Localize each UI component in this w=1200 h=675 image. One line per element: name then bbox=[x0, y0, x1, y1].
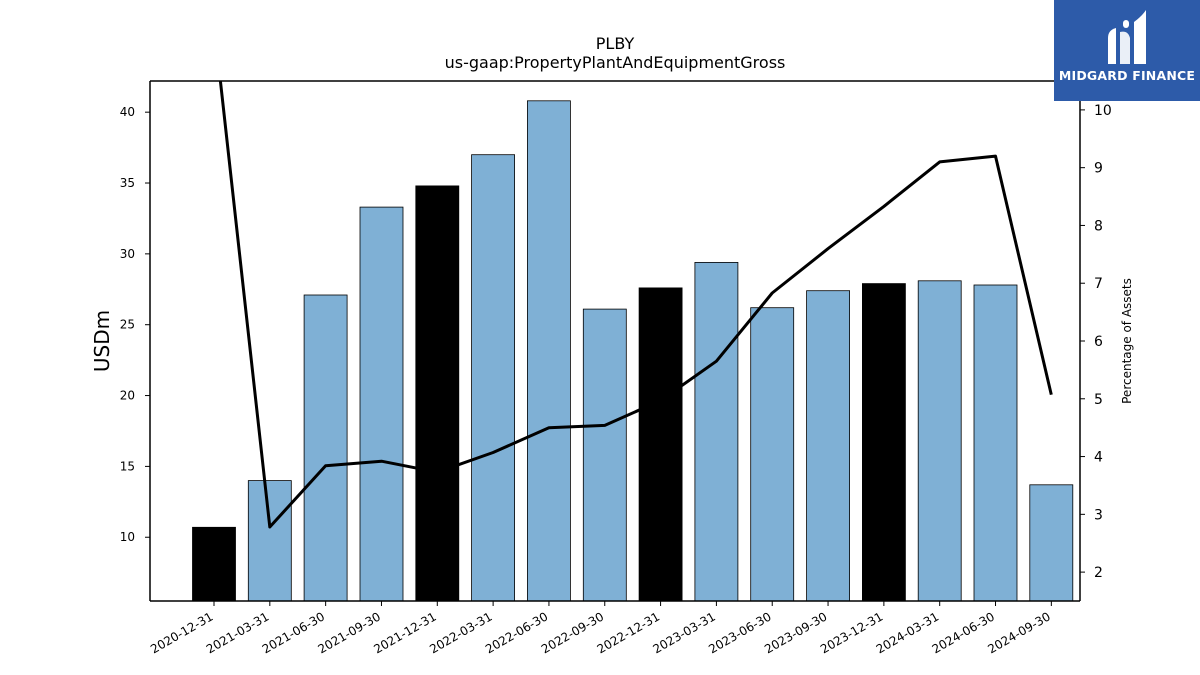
bar-2022-09-30 bbox=[582, 308, 627, 602]
x-tick-label: 2023-06-30 bbox=[706, 609, 773, 656]
bar-2024-03-31 bbox=[917, 280, 962, 602]
chart-title: PLBY bbox=[596, 34, 635, 53]
y-axis-label: USDm bbox=[90, 310, 114, 372]
bar-2021-06-30 bbox=[303, 294, 348, 602]
x-tick-label: 2023-03-31 bbox=[650, 609, 717, 656]
bar-2020-12-31 bbox=[192, 526, 236, 602]
bar-2022-06-30 bbox=[527, 100, 571, 602]
y2-tick-label: 10 bbox=[1094, 103, 1112, 119]
bar-2023-09-30 bbox=[806, 290, 850, 602]
x-tick-label: 2024-06-30 bbox=[930, 609, 997, 656]
bar-2024-06-30 bbox=[973, 284, 1018, 602]
y2-tick-label: 9 bbox=[1094, 161, 1103, 177]
x-tick-label: 2021-12-31 bbox=[371, 609, 438, 656]
bar-2022-03-31 bbox=[471, 154, 516, 602]
x-tick-label: 2022-09-30 bbox=[539, 609, 606, 656]
x-tick-label: 2021-03-31 bbox=[204, 609, 271, 656]
y2-tick-label: 8 bbox=[1094, 218, 1103, 234]
bars bbox=[192, 100, 1074, 602]
y-tick-label: 30 bbox=[120, 247, 135, 261]
x-tick-label: 2024-09-30 bbox=[985, 609, 1052, 656]
bar-2024-09-30 bbox=[1029, 484, 1074, 602]
x-tick-label: 2023-12-31 bbox=[818, 609, 885, 656]
y2-tick-label: 5 bbox=[1094, 392, 1103, 408]
x-tick-label: 2022-03-31 bbox=[427, 609, 494, 656]
y2-axis-label: Percentage of Assets bbox=[1120, 278, 1134, 404]
y2-tick-label: 2 bbox=[1094, 565, 1103, 581]
x-tick-label: 2022-06-30 bbox=[483, 609, 550, 656]
x-tick-label: 2023-09-30 bbox=[762, 609, 829, 656]
x-tick-label: 2024-03-31 bbox=[874, 609, 941, 656]
x-tick-label: 2020-12-31 bbox=[148, 609, 215, 656]
x-tick-label: 2021-09-30 bbox=[316, 609, 383, 656]
midgard-logo-icon bbox=[1108, 10, 1146, 65]
bar-2023-03-31 bbox=[694, 261, 739, 602]
bar-2021-09-30 bbox=[359, 206, 404, 602]
logo-text: MIDGARD FINANCE bbox=[1058, 68, 1196, 83]
percentage-line bbox=[218, 81, 1053, 529]
y-tick-label: 15 bbox=[120, 459, 135, 473]
midgard-finance-logo: MIDGARD FINANCE bbox=[1054, 0, 1200, 101]
y-tick-label: 20 bbox=[120, 389, 135, 403]
y2-tick-label: 7 bbox=[1094, 276, 1103, 292]
y2-tick-label: 4 bbox=[1094, 450, 1103, 466]
bar-2021-12-31 bbox=[415, 185, 460, 602]
y2-tick-label: 6 bbox=[1094, 334, 1103, 350]
x-tick-label: 2022-12-31 bbox=[595, 609, 662, 656]
chart-subtitle: us-gaap:PropertyPlantAndEquipmentGross bbox=[445, 53, 786, 72]
y-tick-label: 25 bbox=[120, 318, 135, 332]
y-tick-label: 40 bbox=[120, 105, 135, 119]
y2-tick-label: 3 bbox=[1094, 507, 1103, 523]
bar-2022-12-31 bbox=[638, 287, 683, 602]
line-layer bbox=[218, 81, 1053, 529]
y-tick-label: 35 bbox=[120, 176, 135, 190]
x-tick-label: 2021-06-30 bbox=[260, 609, 327, 656]
y-tick-label: 10 bbox=[120, 530, 135, 544]
bar-2023-06-30 bbox=[750, 307, 795, 602]
bar-2021-03-31 bbox=[247, 480, 292, 602]
bar-2023-12-31 bbox=[862, 283, 906, 602]
